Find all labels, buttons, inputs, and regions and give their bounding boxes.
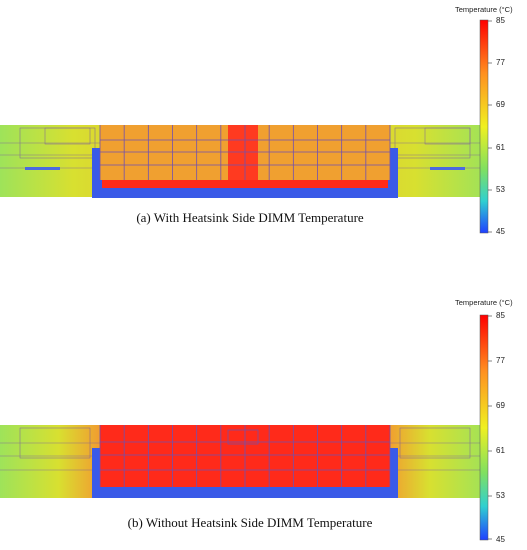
colorbar-tick: 61	[496, 143, 505, 152]
colorbar	[480, 20, 488, 233]
colorbar-tick: 69	[496, 100, 505, 109]
colorbar-tick: 77	[496, 58, 505, 67]
panel-with-heatsink: Temperature (°C) 85 77 69 61 53 45 (a) W…	[0, 0, 527, 270]
colorbar-tick: 53	[496, 185, 505, 194]
colorbar-tick: 45	[496, 535, 505, 544]
colorbar-tick: 77	[496, 356, 505, 365]
panel-without-heatsink: Temperature (°C) 85 77 69 61 53 45 (b) W…	[0, 280, 527, 550]
caption-b: (b) Without Heatsink Side DIMM Temperatu…	[127, 515, 373, 530]
colorbar-tick: 53	[496, 491, 505, 500]
colorbar-tick: 69	[496, 401, 505, 410]
thermal-map-with-heatsink	[0, 19, 492, 234]
colorbar-tick: 45	[496, 227, 505, 236]
colorbar	[480, 315, 488, 540]
right-connector	[430, 167, 465, 170]
thermal-map-without-heatsink	[0, 314, 492, 541]
colorbar-tick: 85	[496, 311, 505, 320]
colorbar-title: Temperature (°C)	[455, 298, 513, 307]
colorbar-title: Temperature (°C)	[455, 5, 513, 14]
colorbar-tick: 61	[496, 446, 505, 455]
caption-a: (a) With Heatsink Side DIMM Temperature	[136, 210, 364, 225]
left-connector	[25, 167, 60, 170]
colorbar-tick: 85	[496, 16, 505, 25]
